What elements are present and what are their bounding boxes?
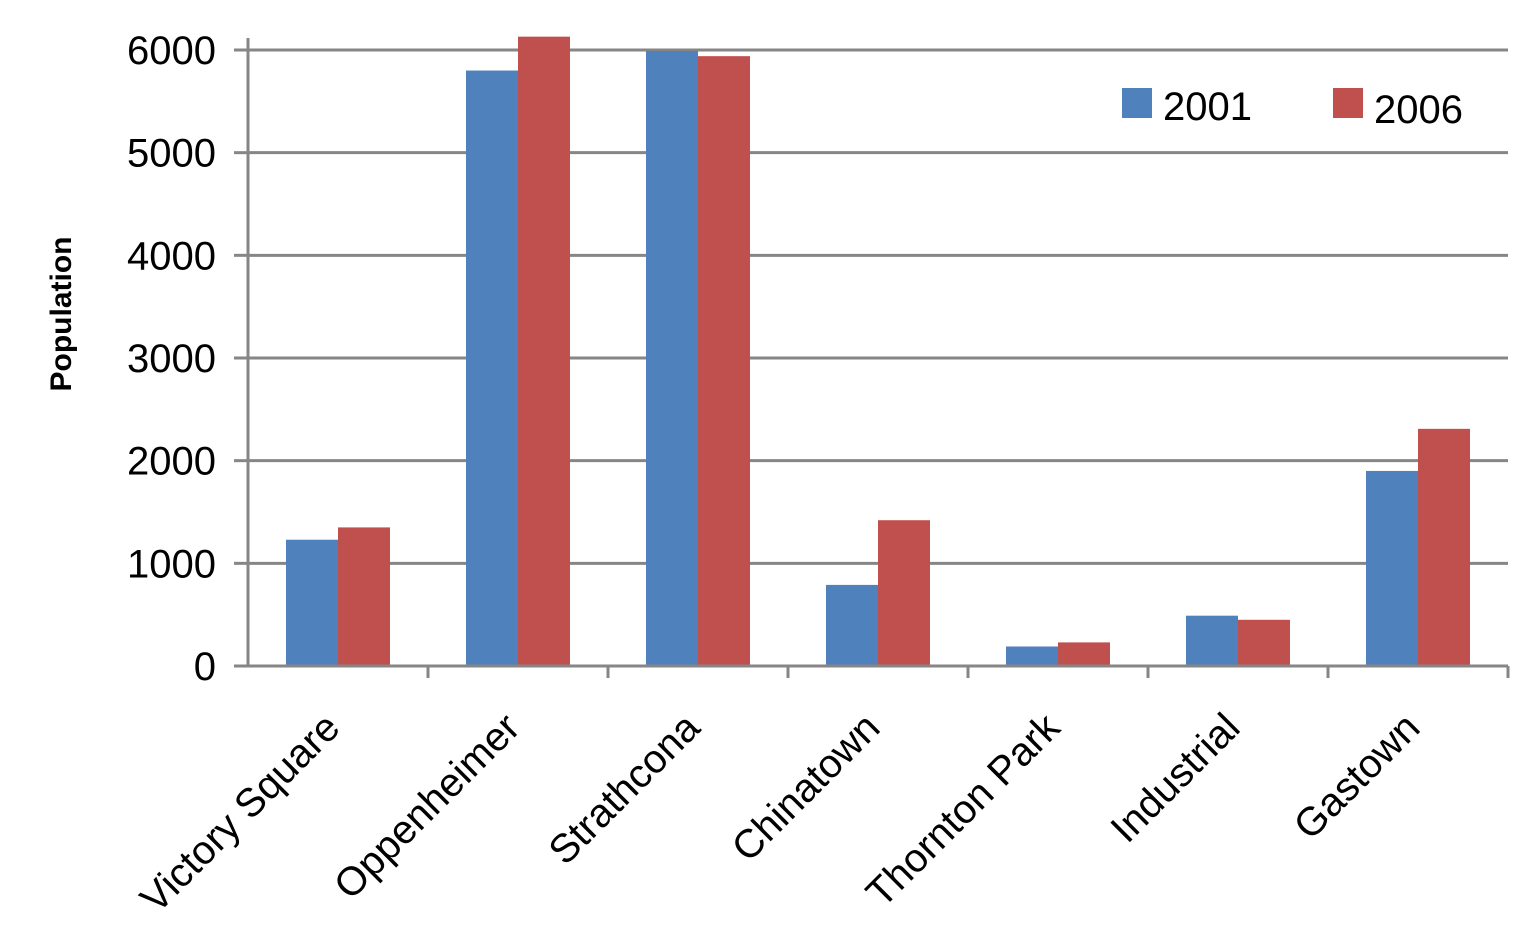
bar-2006-gastown xyxy=(1418,428,1470,666)
bars xyxy=(286,36,1470,667)
y-tick-label: 0 xyxy=(194,645,216,689)
y-tick-label: 2000 xyxy=(127,440,216,484)
y-tick-label: 1000 xyxy=(127,542,216,586)
axes xyxy=(234,38,1510,678)
x-tick-label: Strathcona xyxy=(540,705,708,873)
bar-2006-victory-square xyxy=(338,527,390,666)
y-tick-labels: 0 1000 2000 3000 4000 5000 6000 xyxy=(127,29,216,689)
bar-2001-victory-square xyxy=(286,539,338,666)
bar-2006-oppenheimer xyxy=(518,36,570,667)
legend-label-2001: 2001 xyxy=(1163,85,1252,129)
bar-2006-industrial xyxy=(1238,619,1290,666)
y-tick-label: 3000 xyxy=(127,337,216,381)
gridlines xyxy=(248,48,1508,565)
bar-2006-strathcona xyxy=(698,56,750,667)
bar-2001-oppenheimer xyxy=(466,70,518,667)
bar-2001-strathcona xyxy=(646,51,698,666)
x-tick-label: Oppenheimer xyxy=(326,705,528,907)
bar-2001-gastown xyxy=(1366,470,1418,666)
x-tick-label: Victory Square xyxy=(132,705,348,921)
x-tick-label: Gastown xyxy=(1286,705,1429,848)
legend-swatch-2001 xyxy=(1122,88,1152,118)
y-tick-label: 6000 xyxy=(127,29,216,73)
y-tick-label: 4000 xyxy=(127,234,216,278)
x-tick-label: Chinatown xyxy=(724,705,889,870)
legend-swatch-2006 xyxy=(1333,88,1363,118)
bar-2001-industrial xyxy=(1186,615,1238,666)
y-tick-label: 5000 xyxy=(127,132,216,176)
y-axis-title: Population xyxy=(45,237,78,392)
x-tick-label: Thornton Park xyxy=(858,705,1069,916)
legend-label-2006: 2006 xyxy=(1374,88,1463,132)
legend: 2001 2006 xyxy=(1122,85,1463,132)
bar-2001-chinatown xyxy=(826,584,878,666)
bar-2006-chinatown xyxy=(878,520,930,666)
bar-2006-thornton-park xyxy=(1058,642,1110,666)
bar-2001-thornton-park xyxy=(1006,646,1058,666)
x-tick-label: Industrial xyxy=(1102,705,1248,851)
